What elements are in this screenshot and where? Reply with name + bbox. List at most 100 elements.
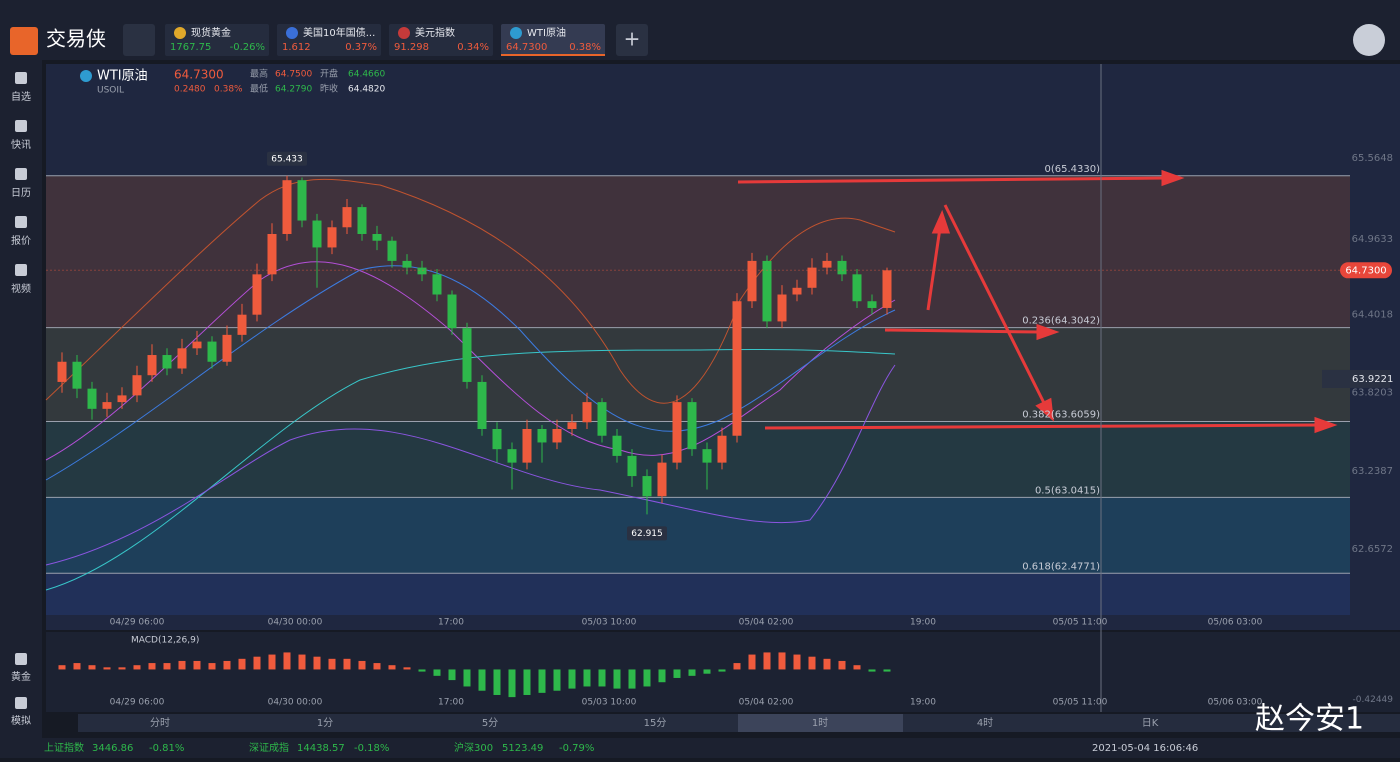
status-change: -0.79% (559, 743, 594, 754)
macd-tick: -0.42449 (1353, 695, 1394, 705)
avatar[interactable] (1353, 24, 1385, 56)
x-tick-label: 05/04 02:00 (739, 698, 794, 708)
x-tick-label: 05/05 11:00 (1053, 618, 1108, 628)
side-label: 自选 (11, 90, 31, 103)
fib-label: 0.618(62.4771) (1022, 561, 1100, 572)
candle-body (432, 274, 442, 295)
macd-bar (823, 658, 831, 670)
tab[interactable] (501, 24, 605, 56)
tab-change: 0.34% (457, 42, 489, 53)
macd-bar (223, 660, 231, 670)
candle-body (447, 294, 457, 329)
macd-bar (868, 669, 876, 672)
candle-body (507, 449, 517, 463)
x-tick-label: 17:00 (438, 618, 464, 628)
x-tick-label: 05/03 10:00 (582, 698, 637, 708)
quote-change: 0.2480 (174, 85, 206, 95)
period-label: 1分 (317, 717, 333, 729)
macd-bar (253, 656, 261, 670)
tab[interactable] (277, 24, 381, 56)
x-tick-label: 05/03 10:00 (582, 618, 637, 628)
y-tick-label: 63.2387 (1352, 466, 1393, 477)
arrows (737, 169, 1338, 434)
alert-badge (1322, 369, 1390, 388)
macd-bar (118, 667, 126, 670)
macd-bar (613, 669, 621, 689)
macd-bar (283, 652, 291, 670)
x-tick-label: 04/29 06:00 (110, 698, 165, 708)
candle-body (132, 375, 142, 396)
candle-body (192, 341, 202, 349)
watermark: 赵今安1 (1255, 702, 1364, 737)
candle-body (732, 301, 742, 436)
candle-body (882, 270, 892, 308)
side-label: 视频 (11, 282, 31, 295)
candle-body (582, 402, 592, 423)
candle-body (687, 402, 697, 450)
macd-bar (763, 652, 771, 670)
high-note: 65.433 (271, 154, 303, 164)
quote-price: 64.7300 (174, 68, 224, 82)
sidebar (0, 60, 42, 738)
fib-band (46, 175, 1350, 328)
alert-label: 63.9221 (1352, 374, 1393, 385)
tab-change: -0.26% (230, 42, 265, 53)
side-icon[interactable] (15, 264, 27, 276)
quote-stat: 开盘 (320, 68, 338, 80)
candle-body (417, 267, 427, 275)
candle-body (567, 422, 577, 430)
plus: + (624, 27, 641, 51)
macd-bar (148, 663, 156, 670)
side-icon[interactable] (15, 168, 27, 180)
candle-body (777, 294, 787, 322)
grid-button[interactable] (123, 24, 155, 56)
quote-name: WTI原油 (97, 69, 148, 84)
macd-bar (508, 669, 516, 698)
tab-change: 0.37% (345, 42, 377, 53)
candle-body (642, 476, 652, 497)
fib-band (46, 327, 1350, 422)
macd-bar (553, 669, 561, 691)
tab-name: 美国10年国债... (303, 26, 375, 39)
status-time: 2021-05-04 16:06:46 (1092, 743, 1198, 754)
macd-bar (328, 658, 336, 670)
candle-body (297, 180, 307, 221)
candle-body (717, 435, 727, 463)
side-icon[interactable] (15, 697, 27, 709)
side-icon[interactable] (15, 216, 27, 228)
note-bg (627, 526, 667, 541)
candle-body (792, 287, 802, 295)
tab[interactable] (389, 24, 493, 56)
macd-bar (343, 658, 351, 670)
candle-body (522, 429, 532, 463)
candle-body (162, 355, 172, 369)
macd-bar (298, 654, 306, 670)
quote-change-pct: 0.38% (214, 85, 243, 95)
candle-body (612, 435, 622, 456)
logo-text: 交易侠 (46, 27, 106, 51)
ma-mid (45, 265, 896, 481)
quote-stat: 64.4820 (348, 85, 385, 95)
macd-bar (88, 665, 96, 670)
tab[interactable] (165, 24, 269, 56)
period-label: 4时 (977, 717, 993, 729)
y-tick-label: 64.4018 (1352, 309, 1393, 320)
fib-label: 0.5(63.0415) (1035, 485, 1100, 496)
macd-area (46, 632, 1400, 712)
tab-price: 91.298 (394, 42, 429, 53)
quote-symbol: USOIL (97, 86, 124, 96)
side-label: 日历 (11, 187, 31, 199)
side-icon[interactable] (15, 653, 27, 665)
candle-body (747, 260, 757, 302)
side-icon[interactable] (15, 120, 27, 132)
side-icon[interactable] (15, 72, 27, 84)
fib-label: 0.236(64.3042) (1022, 316, 1100, 327)
candle-body (402, 260, 412, 268)
ma-line (45, 261, 896, 461)
period-active (738, 714, 903, 732)
period-label: 日K (1142, 718, 1159, 729)
add-tab[interactable] (616, 24, 648, 56)
quote-stat: 最高 (250, 68, 268, 80)
macd-bar (523, 669, 531, 695)
current-label: 64.7300 (1345, 265, 1386, 276)
